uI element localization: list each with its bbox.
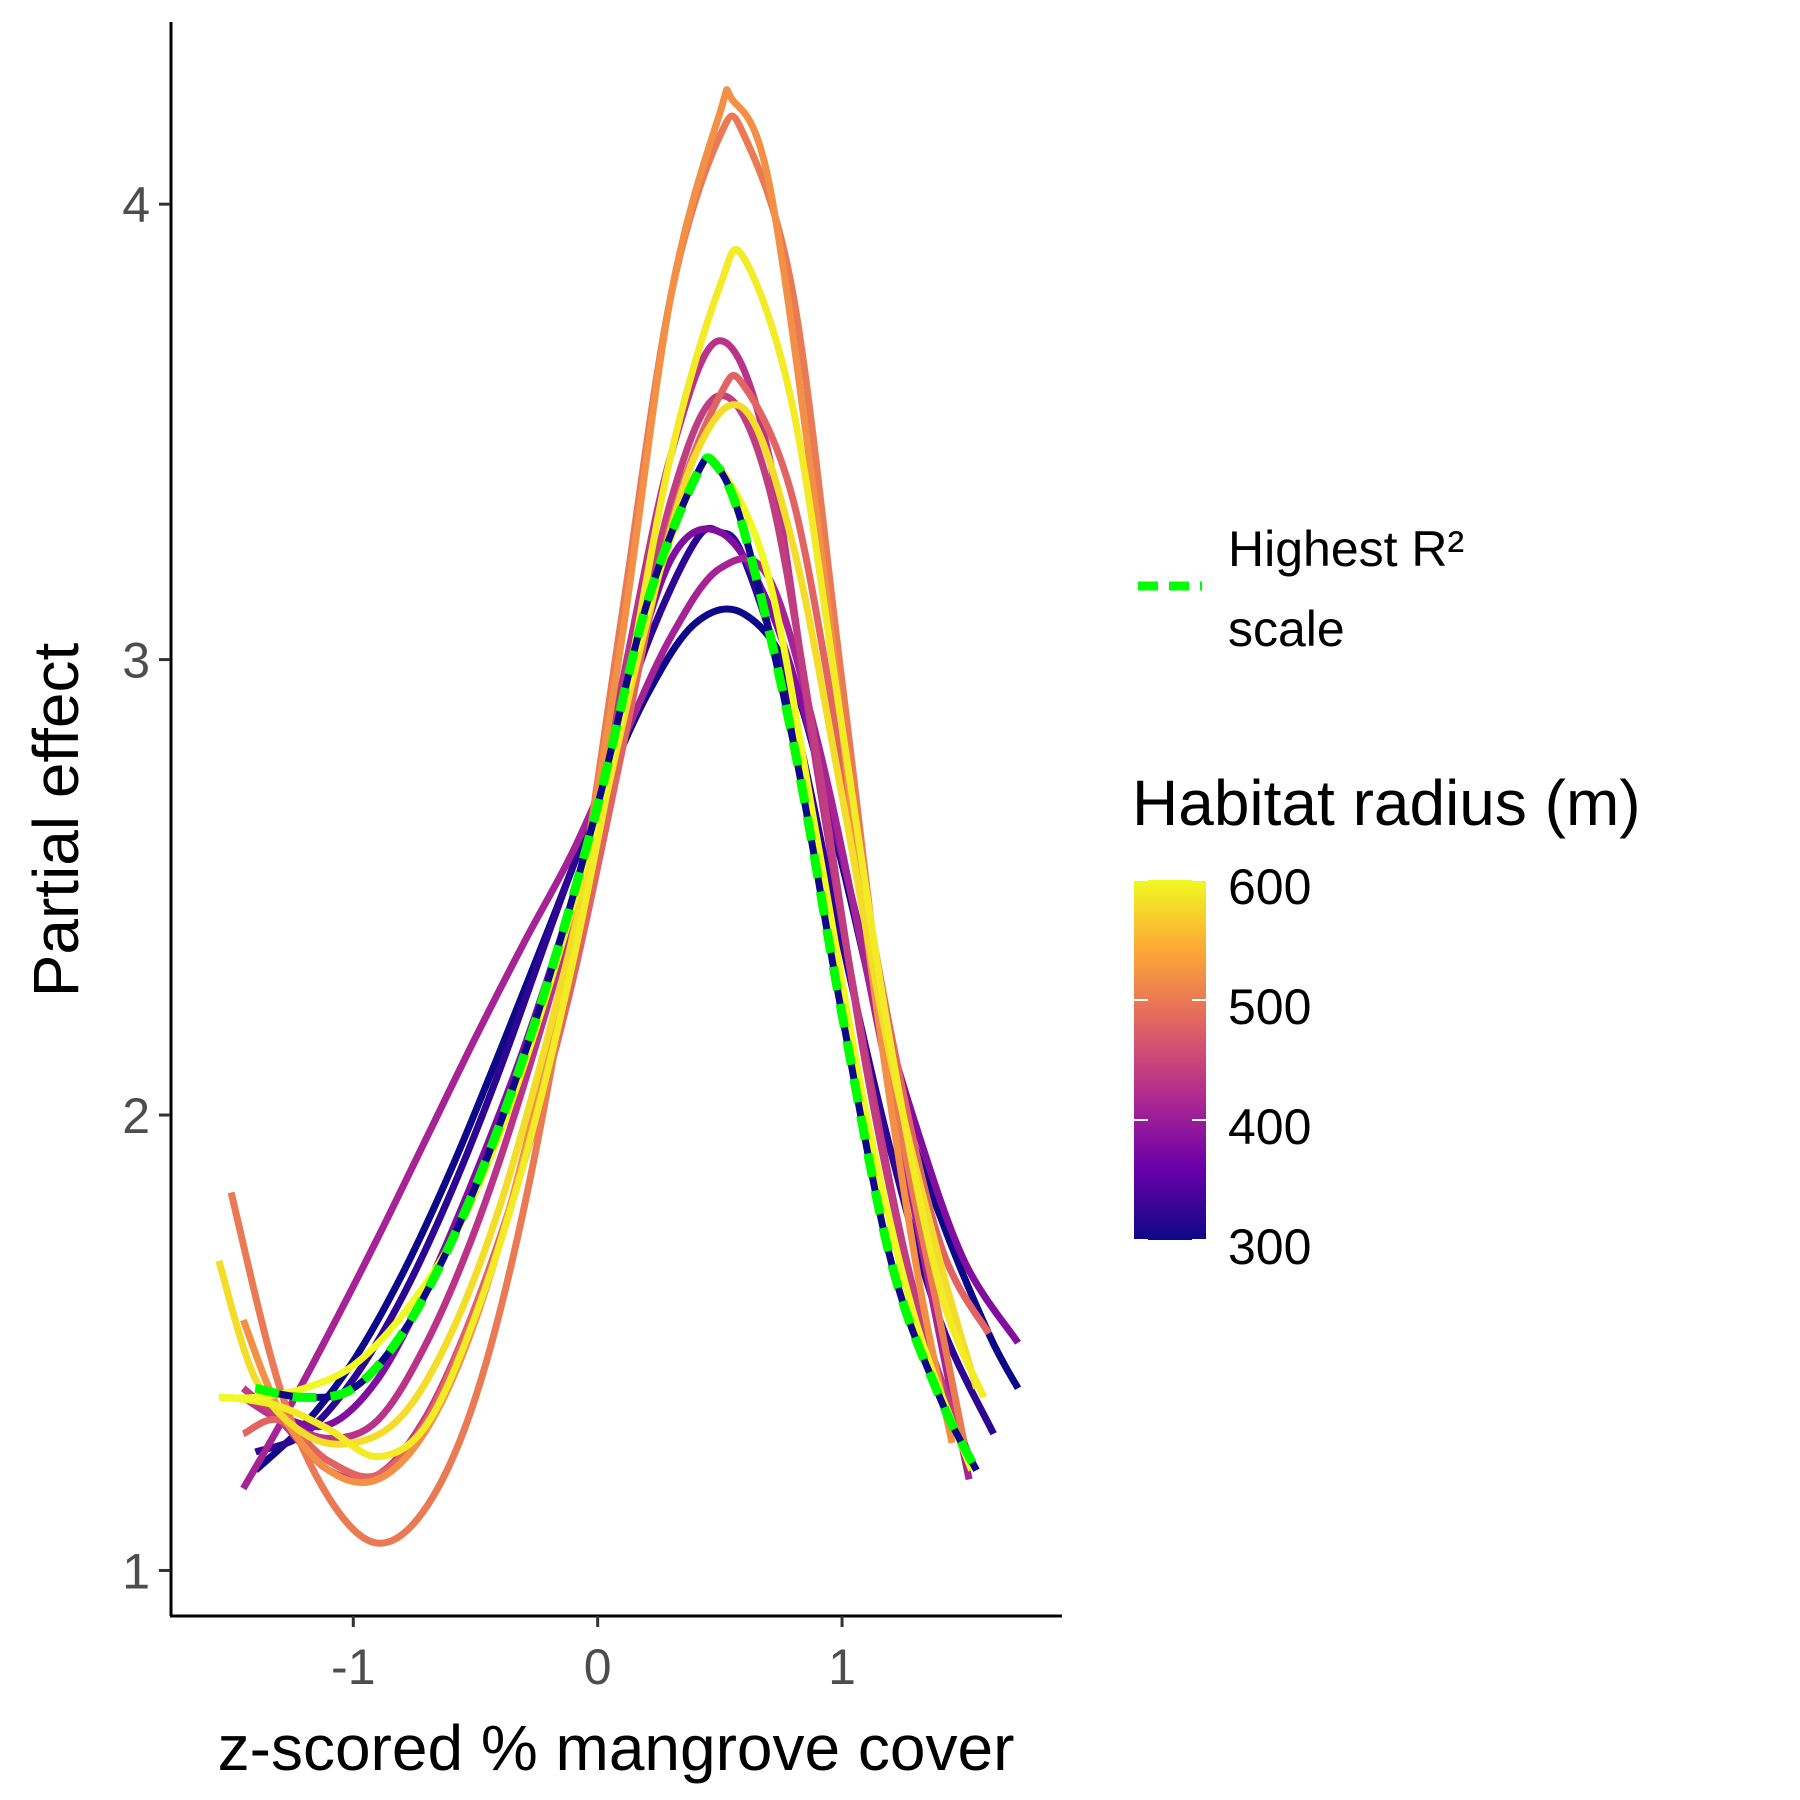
legend-line-label-1: Highest R² (1228, 521, 1464, 577)
y-tick-label: 4 (122, 177, 150, 233)
y-tick-label: 2 (122, 1088, 150, 1144)
y-ticks: 1 2 3 4 (122, 177, 170, 1599)
y-tick-label: 1 (122, 1543, 150, 1599)
series-line-600-11 (218, 453, 975, 1472)
best-scale-dashed-line (254, 453, 981, 1473)
series-line-520-8 (240, 86, 956, 1486)
x-tick-label: 1 (828, 1639, 856, 1695)
x-axis-title: z-scored % mangrove cover (218, 1712, 1015, 1784)
x-tick-label: 0 (584, 1639, 612, 1695)
series-line-590-10 (230, 246, 988, 1461)
series-line-580-9 (215, 401, 980, 1448)
colorbar (1134, 880, 1206, 1240)
colorbar-tick-label: 300 (1228, 1219, 1311, 1275)
y-tick-label: 3 (122, 633, 150, 689)
legend: Highest R² scale Habitat radius (m) 300 4… (1132, 521, 1641, 1275)
legend-line-label-2: scale (1228, 601, 1345, 657)
series-line-480-6 (241, 372, 992, 1481)
y-axis-title: Partial effect (20, 643, 92, 998)
colorbar-title: Habitat radius (m) (1132, 767, 1641, 839)
colorbar-tick-label: 500 (1228, 979, 1311, 1035)
colorbar-tick-label: 600 (1228, 859, 1311, 915)
series-line-300-0 (253, 605, 1022, 1473)
series-layer (215, 86, 1022, 1547)
x-ticks: -1 0 1 (331, 1616, 856, 1695)
x-tick-label: -1 (331, 1639, 375, 1695)
colorbar-tick-label: 400 (1228, 1099, 1311, 1155)
colorbar-ticks: 300 400 500 600 (1134, 859, 1311, 1275)
